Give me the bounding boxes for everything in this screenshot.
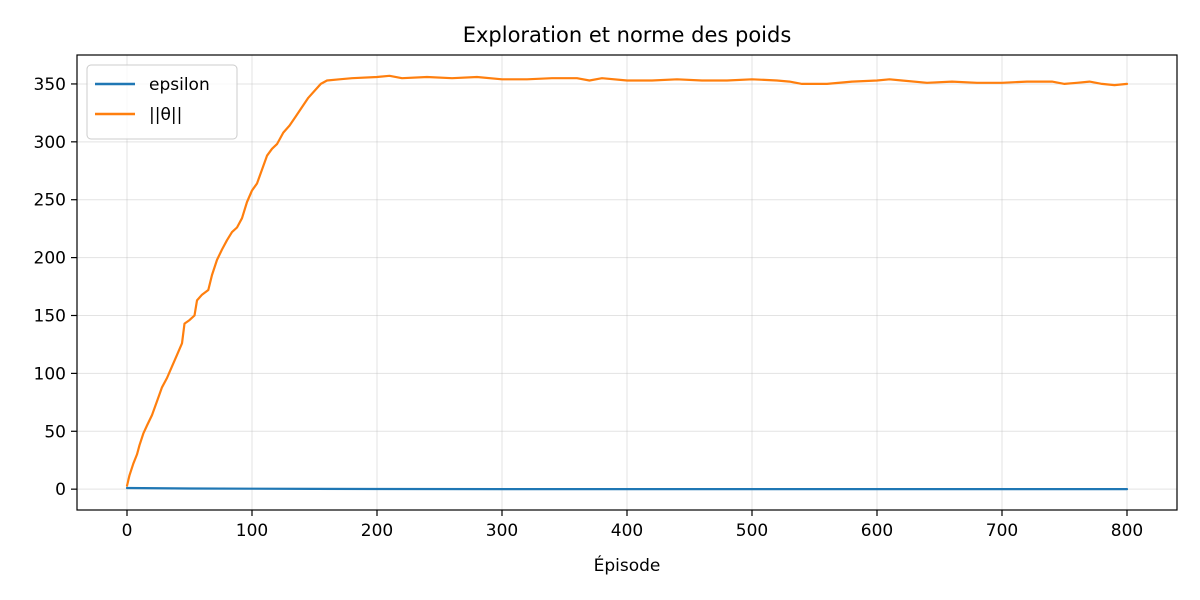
x-tick-label: 600	[861, 521, 893, 541]
x-tick-label: 300	[486, 521, 518, 541]
series-line-epsilon	[125, 486, 1129, 491]
x-tick-label: 200	[361, 521, 393, 541]
series-layer	[125, 74, 1129, 491]
y-tick-label: 100	[34, 364, 66, 384]
y-axis: 0 50 100 150 200 250 300 350	[34, 75, 77, 500]
y-tick-label: 250	[34, 191, 66, 211]
legend: epsilon ||θ||	[86, 64, 238, 140]
x-tick-label: 0	[122, 521, 133, 541]
y-tick-label: 0	[55, 480, 66, 500]
x-axis: 0 100 200 300 400 500 600 700 800	[122, 510, 1143, 541]
legend-label: epsilon	[149, 75, 210, 95]
x-tick-label: 100	[236, 521, 268, 541]
y-tick-label: 150	[34, 306, 66, 326]
y-tick-label: 200	[34, 249, 66, 269]
y-tick-label: 50	[44, 422, 66, 442]
x-tick-label: 800	[1111, 521, 1143, 541]
x-axis-label: Épisode	[594, 554, 661, 576]
grid	[77, 55, 1177, 510]
x-tick-label: 700	[986, 521, 1018, 541]
legend-label: ||θ||	[149, 105, 182, 125]
x-tick-label: 500	[736, 521, 768, 541]
x-tick-label: 400	[611, 521, 643, 541]
y-tick-label: 350	[34, 75, 66, 95]
y-tick-label: 300	[34, 133, 66, 153]
series-line-theta-norm	[125, 74, 1129, 487]
chart-title: Exploration et norme des poids	[463, 23, 792, 47]
